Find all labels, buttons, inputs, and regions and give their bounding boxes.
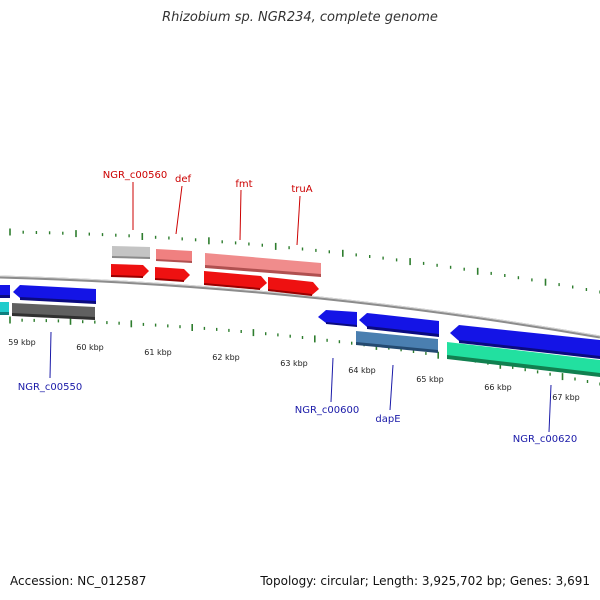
- gene-label-NGR_c00600[interactable]: NGR_c00600: [295, 405, 360, 416]
- gene-fmt-cds[interactable]: [204, 271, 267, 290]
- gene-NGR_c00620-cds[interactable]: [450, 325, 600, 359]
- forward-label-leaders: [132, 182, 301, 246]
- scale-label-61: 61 kbp: [144, 348, 172, 357]
- genome-backbone-highlight: [0, 275, 600, 337]
- reverse-features: [0, 285, 600, 377]
- gene-dapE-feature[interactable]: [356, 331, 438, 353]
- gene-def-rna[interactable]: [156, 249, 192, 263]
- accession-label: Accession: NC_012587: [10, 574, 147, 588]
- scale-label-67: 67 kbp: [552, 393, 580, 402]
- gene-NGR_c00560-cds[interactable]: [111, 264, 149, 278]
- gene-label-NGR_c00620[interactable]: NGR_c00620: [513, 434, 578, 445]
- reverse-gene-labels: NGR_c00550 NGR_c00600 dapE NGR_c00620: [18, 382, 578, 445]
- gene-dapE-cds[interactable]: [359, 313, 439, 337]
- scale-label-64: 64 kbp: [348, 366, 376, 375]
- scale-label-63: 63 kbp: [280, 359, 308, 368]
- gene-NGR_c00550-cds[interactable]: [13, 285, 96, 304]
- forward-features: [111, 246, 321, 296]
- gene-NGR_c00550-gray[interactable]: [12, 303, 95, 320]
- forward-gene-labels: NGR_c00560 def fmt truA: [103, 170, 313, 195]
- gene-truA-cds[interactable]: [268, 277, 319, 296]
- map-title: Rhizobium sp. NGR234, complete genome: [162, 10, 438, 25]
- gene-def-cds[interactable]: [155, 267, 190, 282]
- gene-label-truA[interactable]: truA: [291, 184, 312, 195]
- scale-label-62: 62 kbp: [212, 353, 240, 362]
- gene-left-edge-cyan[interactable]: [0, 302, 9, 315]
- scale-label-65: 65 kbp: [416, 375, 444, 384]
- gene-NGR_c00620-feature[interactable]: [447, 342, 600, 377]
- gene-fmt-rna[interactable]: [205, 253, 321, 277]
- gene-label-dapE[interactable]: dapE: [375, 414, 400, 425]
- gene-NGR_c00600-cds[interactable]: [318, 310, 357, 327]
- gene-label-NGR_c00560[interactable]: NGR_c00560: [103, 170, 168, 181]
- gene-label-NGR_c00550[interactable]: NGR_c00550: [18, 382, 83, 393]
- gene-label-def[interactable]: def: [175, 174, 192, 185]
- reverse-label-leaders: [49, 331, 552, 433]
- scale-label-59: 59 kbp: [8, 338, 36, 347]
- gene-NGR_c00560[interactable]: [112, 246, 150, 259]
- gene-label-fmt[interactable]: fmt: [235, 179, 252, 190]
- gene-left-edge-blue[interactable]: [0, 285, 10, 298]
- scale-label-66: 66 kbp: [484, 383, 512, 392]
- topology-label: Topology: circular; Length: 3,925,702 bp…: [260, 574, 590, 588]
- scale-label-60: 60 kbp: [76, 343, 104, 352]
- scale-tick-labels: 59 kbp 60 kbp 61 kbp 62 kbp 63 kbp 64 kb…: [8, 338, 580, 402]
- forward-tick-ruler: [9, 228, 600, 294]
- genome-backbone: [0, 275, 600, 339]
